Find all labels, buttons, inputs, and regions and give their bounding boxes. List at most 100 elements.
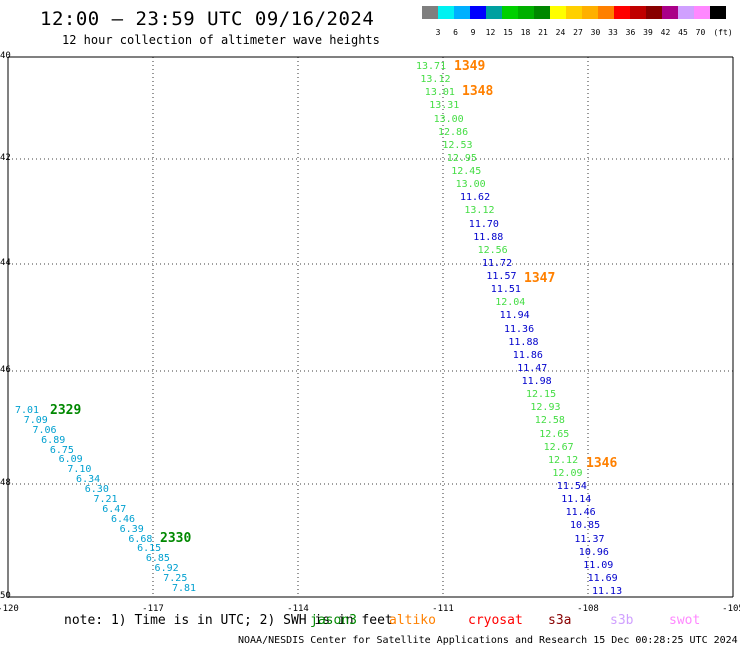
wave-height-value: 6.46 [110, 513, 136, 525]
satellite-legend-item: altiko [389, 613, 436, 628]
colorbar-tick-label: 45 [678, 28, 688, 37]
wave-height-value: 6.39 [119, 523, 144, 535]
colorbar-tick-label: 18 [520, 28, 531, 37]
wave-height-value: 11.36 [504, 323, 535, 335]
wave-height-value: 6.15 [137, 543, 162, 555]
lon-tick-label: -105 [722, 604, 740, 614]
colorbar-tick-label: 3 [435, 28, 441, 37]
colorbar-unit: (ft) [713, 28, 733, 37]
lon-tick-label: -120 [0, 604, 19, 614]
wave-height-value: 11.37 [574, 533, 605, 545]
colorbar-swatch [598, 6, 614, 19]
wave-height-value: 12.45 [451, 166, 482, 177]
colorbar-swatch [566, 6, 582, 19]
colorbar-tick-label: 33 [608, 28, 618, 37]
wave-height-value: 11.54 [556, 481, 587, 492]
colorbar-tick-label: 6 [453, 28, 458, 37]
colorbar-swatch [470, 6, 486, 19]
wave-height-value: 11.72 [482, 257, 513, 269]
wave-height-value: 11.94 [499, 310, 530, 322]
wave-height-value: 10.85 [570, 520, 601, 532]
colorbar-tick-label: 24 [555, 28, 566, 37]
wave-height-value: 11.62 [460, 192, 491, 204]
wave-height-value: 11.88 [508, 336, 539, 348]
lon-tick-label: -111 [432, 604, 454, 614]
lat-tick-label: 44 [0, 258, 11, 268]
wave-height-value: 12.12 [548, 454, 579, 466]
wave-height-value: 13.12 [420, 74, 451, 86]
colorbar-swatch [710, 6, 726, 19]
wave-height-value: 12.56 [477, 244, 508, 256]
wave-height-value: 7.81 [172, 583, 197, 594]
lon-tick-label: -117 [142, 604, 164, 614]
wave-height-value: 11.57 [486, 271, 517, 282]
colorbar-tick-label: 36 [625, 28, 636, 37]
wave-height-value: 6.47 [102, 503, 127, 515]
colorbar-swatch [630, 6, 646, 19]
wave-height-value: 11.47 [517, 362, 548, 374]
pass-number-label: 2330 [160, 531, 192, 546]
satellite-legend-item: s3b [610, 613, 634, 628]
wave-height-value: 12.58 [534, 415, 565, 427]
colorbar-swatch [550, 6, 566, 19]
colorbar-swatch [694, 6, 710, 19]
pass-number-label: 1347 [524, 271, 556, 286]
pass-number-label: 1346 [586, 456, 618, 471]
colorbar-swatch [646, 6, 662, 19]
colorbar-tick-label: 9 [470, 28, 476, 37]
wave-height-value: 13.00 [455, 179, 486, 191]
wave-height-value: 6.92 [154, 563, 179, 575]
colorbar-swatch [486, 6, 502, 19]
colorbar-swatch [662, 6, 678, 19]
graticule-grid [7, 56, 734, 598]
wave-height-value: 13.01 [424, 87, 455, 99]
wave-height-value: 7.10 [67, 464, 92, 476]
colorbar-swatch [582, 6, 598, 19]
wave-height-value: 12.09 [552, 467, 583, 479]
wave-height-value: 13.00 [433, 113, 464, 125]
wave-height-value: 7.21 [93, 494, 118, 505]
wave-height-value: 7.01 [15, 405, 40, 416]
colorbar-tick-label: 42 [660, 28, 671, 37]
wave-height-value: 12.93 [530, 402, 561, 414]
wave-height-value: 12.67 [543, 441, 574, 453]
wave-height-value: 7.25 [163, 573, 188, 585]
colorbar-swatch [534, 6, 550, 19]
colorbar-tick-label: 15 [503, 28, 513, 37]
wave-height-value: 6.75 [49, 444, 74, 456]
wave-height-value: 12.65 [539, 428, 570, 440]
wave-height-value: 11.13 [592, 586, 623, 597]
wave-height-value: 13.31 [429, 100, 460, 112]
wave-height-value: 13.71 [416, 61, 447, 72]
wave-height-value: 11.09 [583, 559, 614, 571]
map-title: 12:00 — 23:59 UTC 09/16/2024 [40, 8, 375, 30]
wave-height-value: 11.14 [561, 494, 592, 506]
wave-height-value: 7.06 [32, 424, 57, 436]
wave-height-value: 12.15 [526, 389, 557, 401]
colorbar-swatch [422, 6, 438, 19]
wave-height-value: 11.70 [468, 218, 499, 230]
map-subtitle: 12 hour collection of altimeter wave hei… [62, 33, 380, 47]
lon-tick-label: -108 [577, 604, 599, 614]
wave-height-value: 12.53 [442, 139, 473, 151]
colorbar-tick-label: 27 [573, 28, 583, 37]
wave-height-value: 10.96 [578, 546, 609, 558]
satellite-legend-note: note: 1) Time is in UTC; 2) SWH is in fe… [64, 613, 393, 628]
lat-tick-label: 50 [0, 591, 11, 601]
wave-height-value: 11.51 [490, 284, 521, 296]
lat-tick-label: 46 [0, 365, 11, 375]
pass-number-label: 1349 [454, 59, 486, 74]
lat-tick-label: 48 [0, 478, 11, 488]
wave-height-value: 12.95 [446, 152, 477, 164]
lon-tick-label: -114 [287, 604, 309, 614]
pass-number-label: 2329 [50, 403, 82, 418]
wave-height-value: 6.89 [41, 434, 66, 446]
note-text: note: 1) Time is in UTC; 2) SWH is in fe… [64, 613, 393, 628]
wave-height-value: 7.09 [23, 414, 48, 426]
colorbar-swatch [502, 6, 518, 19]
colorbar-swatch [614, 6, 630, 19]
wave-height-value: 11.69 [587, 572, 618, 584]
wave-height-value: 6.09 [58, 454, 83, 466]
footer-credit: NOAA/NESDIS Center for Satellite Applica… [238, 635, 738, 646]
